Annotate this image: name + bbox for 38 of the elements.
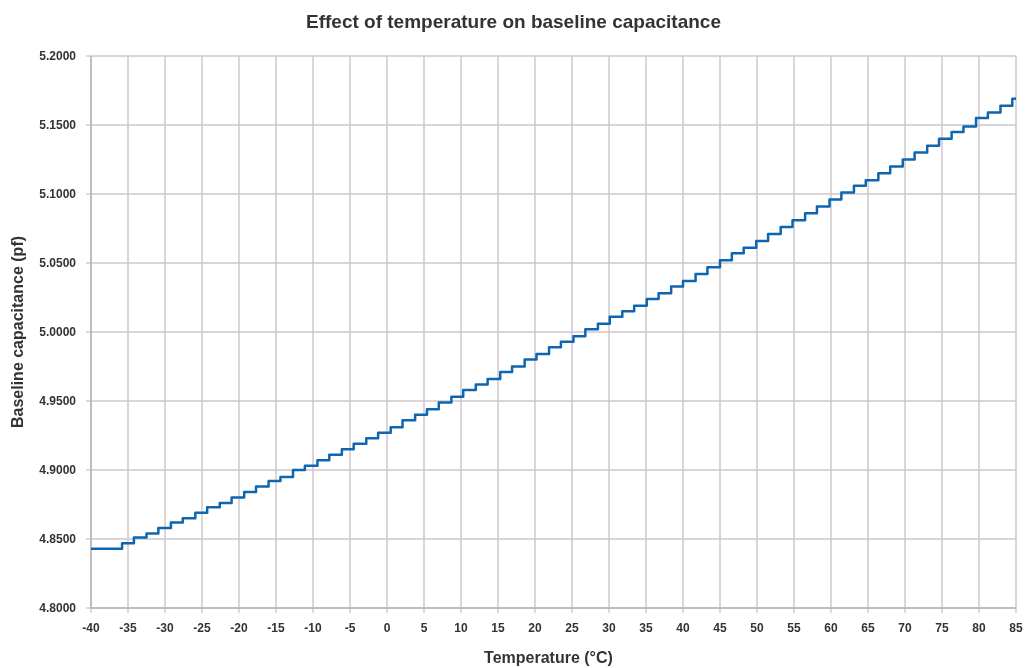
y-tick-label: 5.1500 — [39, 118, 77, 132]
x-axis-title: Temperature (°C) — [484, 649, 613, 666]
x-tick-label: -10 — [304, 621, 322, 635]
x-tick-label: -20 — [230, 621, 248, 635]
x-tick-label: -40 — [82, 621, 100, 635]
x-tick-label: 20 — [528, 621, 542, 635]
chart-title: Effect of temperature on baseline capacitance — [306, 11, 721, 32]
x-tick-label: 50 — [750, 621, 764, 635]
x-tick-label: 40 — [676, 621, 690, 635]
x-tick-label: -35 — [119, 621, 137, 635]
x-tick-label: -15 — [267, 621, 285, 635]
x-tick-label: 65 — [861, 621, 875, 635]
y-tick-label: 4.9000 — [39, 463, 77, 477]
x-tick-label: 55 — [787, 621, 801, 635]
x-tick-label: 0 — [383, 621, 391, 635]
y-tick-label: 4.8000 — [39, 601, 77, 615]
x-tick-label: 15 — [491, 621, 505, 635]
y-tick-label: 4.8500 — [39, 532, 77, 546]
y-tick-label: 5.1000 — [39, 187, 77, 201]
x-tick-label: 70 — [898, 621, 912, 635]
x-tick-label: 75 — [935, 621, 949, 635]
x-tick-label: -25 — [193, 621, 211, 635]
x-tick-label: -5 — [344, 621, 356, 635]
x-tick-label: -30 — [156, 621, 174, 635]
x-tick-label: 85 — [1009, 621, 1023, 635]
y-tick-label: 5.0000 — [39, 325, 77, 339]
y-tick-label: 5.2000 — [39, 49, 77, 63]
x-tick-label: 80 — [972, 621, 986, 635]
x-tick-label: 35 — [639, 621, 653, 635]
y-tick-label: 4.9500 — [39, 394, 77, 408]
y-axis-title: Baseline capacitance (pf) — [9, 235, 26, 429]
x-tick-label: 45 — [713, 621, 727, 635]
x-tick-label: 25 — [565, 621, 579, 635]
x-tick-label: 10 — [454, 621, 468, 635]
x-tick-label: 60 — [824, 621, 838, 635]
x-tick-label: 5 — [420, 621, 428, 635]
x-tick-label: 30 — [602, 621, 616, 635]
y-tick-label: 5.0500 — [39, 256, 77, 270]
